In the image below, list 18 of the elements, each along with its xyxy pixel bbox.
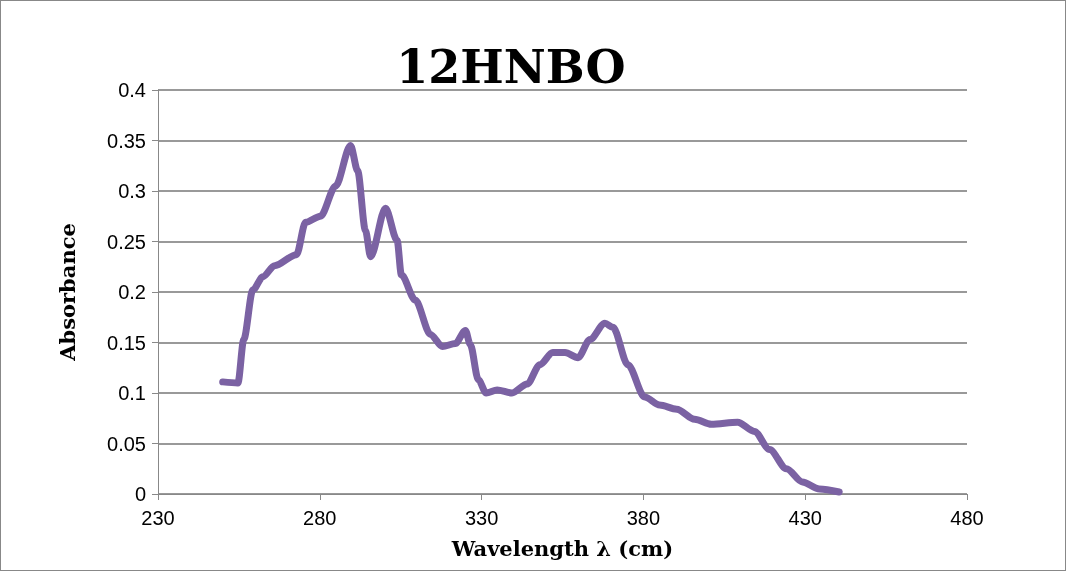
chart-title: 12HNBO <box>396 40 626 94</box>
x-tick-label: 280 <box>303 507 337 529</box>
y-axis-title: Absorbance <box>55 223 80 362</box>
y-tick-label: 0.15 <box>107 331 146 354</box>
y-tick-label: 0.25 <box>107 230 146 253</box>
x-tick-label: 230 <box>141 507 175 529</box>
y-tick-label: 0.4 <box>118 79 146 101</box>
y-tick-label: 0.05 <box>107 432 146 455</box>
y-tick-label: 0.1 <box>118 382 146 404</box>
y-tick-label: 0.35 <box>107 129 146 152</box>
x-tick-label: 430 <box>788 507 822 529</box>
x-tick-label: 330 <box>464 507 499 529</box>
x-axis-title: Wavelength λ (cm) <box>450 536 674 561</box>
y-tick-label: 0.3 <box>118 180 146 202</box>
y-tick-label: 0 <box>134 483 146 505</box>
x-tick-label: 380 <box>626 507 661 529</box>
y-tick-label: 0.2 <box>118 281 146 303</box>
x-tick-label: 480 <box>950 507 984 529</box>
